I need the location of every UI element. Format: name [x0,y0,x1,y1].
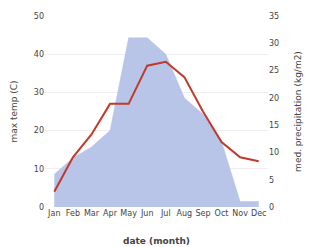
svg-text:Jul: Jul [160,209,171,218]
svg-text:10: 10 [269,148,279,157]
svg-text:Feb: Feb [66,209,80,218]
svg-text:Sep: Sep [195,209,210,218]
svg-text:20: 20 [34,126,44,135]
svg-text:30: 30 [34,88,44,97]
svg-text:20: 20 [269,94,279,103]
svg-text:Jun: Jun [140,209,154,218]
svg-text:Oct: Oct [215,209,229,218]
svg-text:max temp (C): max temp (C) [9,80,19,142]
svg-text:date (month): date (month) [123,236,190,246]
svg-text:Aug: Aug [177,209,193,218]
svg-text:med. precipitation (kg/m2): med. precipitation (kg/m2) [293,51,303,172]
svg-text:10: 10 [34,165,44,174]
svg-text:35: 35 [269,12,279,21]
svg-text:Mar: Mar [84,209,100,218]
svg-text:May: May [120,209,137,218]
svg-text:25: 25 [269,66,279,75]
svg-text:Nov: Nov [232,209,248,218]
svg-text:0: 0 [269,203,274,212]
svg-text:50: 50 [34,12,44,21]
svg-text:Dec: Dec [251,209,266,218]
svg-text:15: 15 [269,121,279,130]
svg-text:Jan: Jan [47,209,60,218]
svg-text:Apr: Apr [103,209,118,218]
svg-text:5: 5 [269,176,274,185]
svg-text:40: 40 [34,50,44,59]
svg-text:30: 30 [269,39,279,48]
svg-text:0: 0 [39,203,44,212]
